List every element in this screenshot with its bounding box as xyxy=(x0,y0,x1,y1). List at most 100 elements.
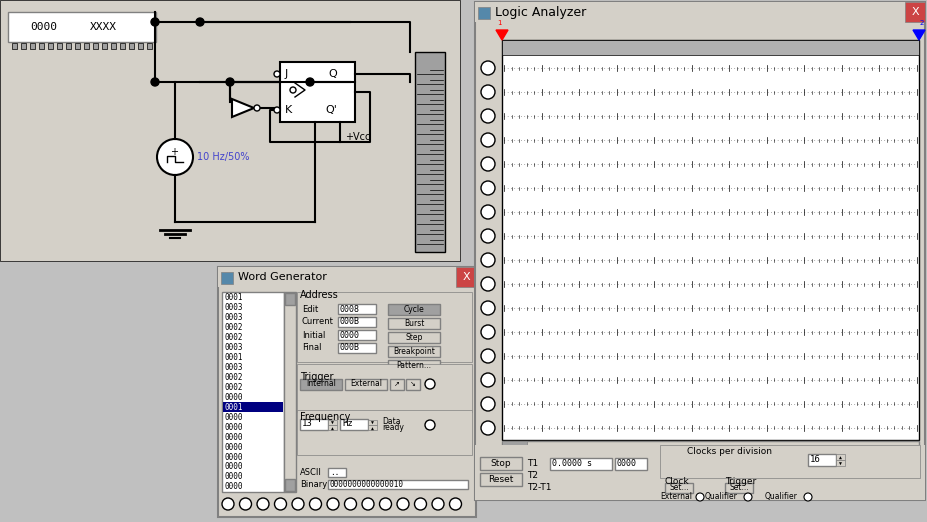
Bar xyxy=(218,267,476,287)
Bar xyxy=(8,12,156,42)
Bar xyxy=(345,379,387,390)
Bar xyxy=(337,317,375,327)
Circle shape xyxy=(306,78,313,86)
Text: 0000: 0000 xyxy=(224,443,243,452)
Text: Clock: Clock xyxy=(665,478,689,487)
Circle shape xyxy=(480,373,494,387)
Circle shape xyxy=(480,421,494,435)
Bar xyxy=(477,7,489,19)
Text: 2: 2 xyxy=(919,20,923,26)
Text: 0.0000 s: 0.0000 s xyxy=(552,459,591,469)
Circle shape xyxy=(803,493,811,501)
Text: X: X xyxy=(910,7,918,17)
Circle shape xyxy=(425,379,435,389)
Circle shape xyxy=(273,71,280,77)
Bar xyxy=(479,473,521,486)
Text: 0003: 0003 xyxy=(224,362,243,372)
Text: Breakpoint: Breakpoint xyxy=(393,348,435,357)
Text: 0000: 0000 xyxy=(224,422,243,432)
Text: ASCII: ASCII xyxy=(299,469,322,478)
Bar xyxy=(222,292,284,492)
Bar xyxy=(120,43,125,49)
Bar xyxy=(337,330,375,340)
Bar xyxy=(368,425,376,430)
Bar xyxy=(218,267,476,517)
Text: 0008: 0008 xyxy=(339,304,360,314)
Circle shape xyxy=(480,85,494,99)
Circle shape xyxy=(239,498,251,510)
Circle shape xyxy=(480,325,494,339)
Text: Frequency: Frequency xyxy=(299,412,350,422)
Bar xyxy=(75,43,80,49)
Text: Qualifier: Qualifier xyxy=(764,492,797,502)
Circle shape xyxy=(379,498,391,510)
Bar xyxy=(387,332,439,343)
Bar xyxy=(146,43,152,49)
Bar xyxy=(285,479,295,491)
Text: Cycle: Cycle xyxy=(403,305,424,314)
Text: Data: Data xyxy=(382,418,400,426)
Text: Address: Address xyxy=(299,290,338,300)
Circle shape xyxy=(480,109,494,123)
Bar xyxy=(66,43,71,49)
Text: 0003: 0003 xyxy=(224,313,243,322)
Circle shape xyxy=(743,493,751,501)
Circle shape xyxy=(432,498,443,510)
Text: 0002: 0002 xyxy=(224,373,243,382)
Bar xyxy=(724,483,752,493)
Circle shape xyxy=(480,61,494,75)
Bar xyxy=(475,445,924,500)
Bar xyxy=(406,379,420,390)
Bar xyxy=(280,62,355,122)
Circle shape xyxy=(362,498,374,510)
Circle shape xyxy=(425,420,435,430)
Bar xyxy=(550,458,611,470)
Circle shape xyxy=(257,498,269,510)
Text: Reset: Reset xyxy=(488,476,514,484)
Text: 000B: 000B xyxy=(339,343,360,352)
Text: ..: .. xyxy=(330,469,339,478)
Bar xyxy=(339,419,368,430)
Text: K: K xyxy=(285,105,292,115)
Bar xyxy=(414,52,445,252)
Text: External: External xyxy=(659,492,692,502)
Circle shape xyxy=(480,253,494,267)
Bar xyxy=(39,43,44,49)
Circle shape xyxy=(480,349,494,363)
Text: Final: Final xyxy=(301,343,321,352)
Bar xyxy=(297,364,472,412)
Circle shape xyxy=(449,498,461,510)
Circle shape xyxy=(289,87,296,93)
Polygon shape xyxy=(495,30,507,40)
Bar xyxy=(387,304,439,315)
Circle shape xyxy=(151,18,159,26)
Circle shape xyxy=(480,229,494,243)
Bar xyxy=(479,457,521,470)
Text: Trigger: Trigger xyxy=(299,372,333,382)
Text: XXXX: XXXX xyxy=(90,22,117,32)
Text: Q: Q xyxy=(327,69,337,79)
Circle shape xyxy=(222,498,234,510)
Bar xyxy=(21,43,26,49)
Text: 0000: 0000 xyxy=(339,330,360,339)
Bar xyxy=(102,43,107,49)
Text: 0001: 0001 xyxy=(224,402,243,411)
Bar xyxy=(475,2,924,22)
Text: Internal: Internal xyxy=(306,379,336,388)
Bar xyxy=(835,454,844,460)
Text: 0003: 0003 xyxy=(224,303,243,312)
Text: ↘: ↘ xyxy=(410,381,415,387)
Bar xyxy=(138,43,143,49)
Text: Current: Current xyxy=(301,317,334,326)
Bar xyxy=(337,343,375,353)
Text: Set...: Set... xyxy=(729,483,748,492)
Text: 0000: 0000 xyxy=(224,472,243,481)
Text: Logic Analyzer: Logic Analyzer xyxy=(494,6,586,18)
Polygon shape xyxy=(232,99,254,117)
Text: Qualifier: Qualifier xyxy=(705,492,737,502)
Text: Burst: Burst xyxy=(403,319,424,328)
Bar xyxy=(337,304,375,314)
Text: +Vcc: +Vcc xyxy=(345,132,370,142)
Text: 0000: 0000 xyxy=(224,462,243,471)
Text: 16: 16 xyxy=(809,456,819,465)
